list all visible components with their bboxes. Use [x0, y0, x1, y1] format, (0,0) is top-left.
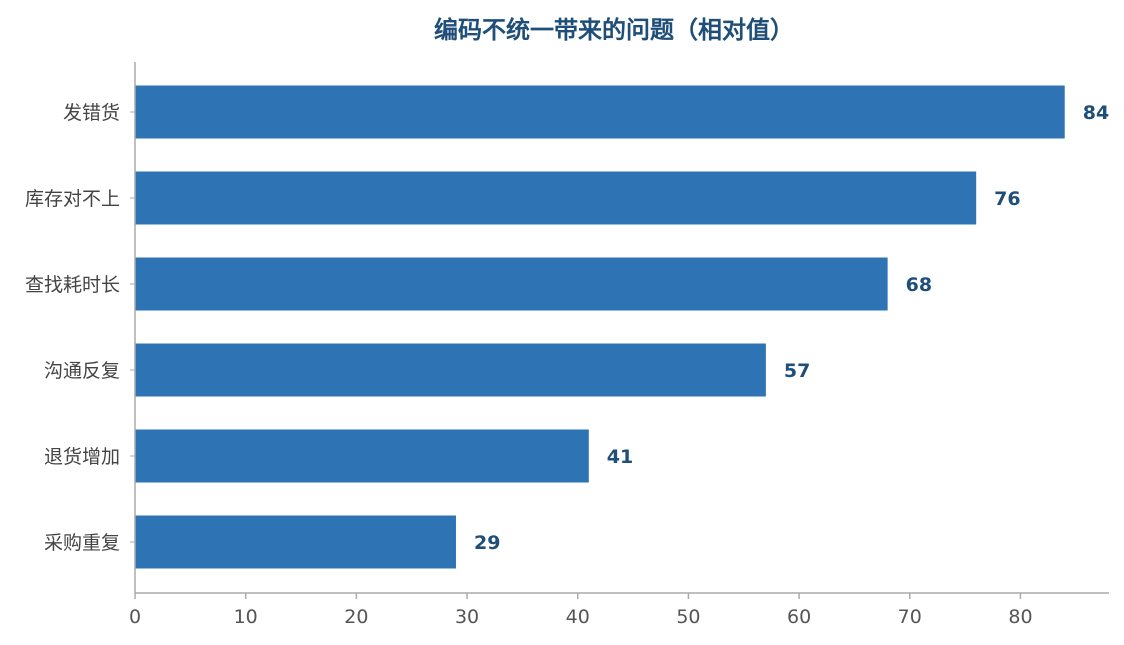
data-label: 57: [784, 360, 810, 382]
category-label: 采购重复: [44, 532, 120, 554]
category-label: 退货增加: [44, 446, 120, 468]
data-label: 68: [906, 274, 932, 296]
x-tick-label: 40: [566, 606, 590, 628]
x-tick-label: 70: [898, 606, 922, 628]
category-label: 查找耗时长: [25, 274, 120, 296]
category-label: 发错货: [63, 102, 120, 124]
bars-group: [135, 85, 1065, 569]
category-label: 库存对不上: [25, 188, 120, 210]
data-labels-group: 84 76 68 57 41 29: [474, 102, 1109, 554]
bar: [135, 257, 888, 311]
x-tick-label: 0: [129, 606, 141, 628]
x-tick-label: 50: [676, 606, 700, 628]
x-tick-label: 10: [234, 606, 258, 628]
x-tick-label: 30: [455, 606, 479, 628]
data-label: 41: [607, 446, 633, 468]
chart-title: 编码不统一带来的问题（相对值）: [434, 16, 794, 44]
category-label: 沟通反复: [44, 360, 120, 382]
x-ticks-group: 0 10 20 30 40 50 60 70 80: [129, 593, 1033, 628]
bar: [135, 171, 977, 225]
bar: [135, 429, 589, 483]
bar: [135, 515, 456, 569]
x-tick-label: 20: [344, 606, 368, 628]
data-label: 84: [1083, 102, 1109, 124]
bar: [135, 85, 1065, 139]
x-tick-label: 60: [787, 606, 811, 628]
data-label: 29: [474, 532, 500, 554]
data-label: 76: [994, 188, 1020, 210]
bar: [135, 343, 766, 397]
x-tick-label: 80: [1008, 606, 1032, 628]
